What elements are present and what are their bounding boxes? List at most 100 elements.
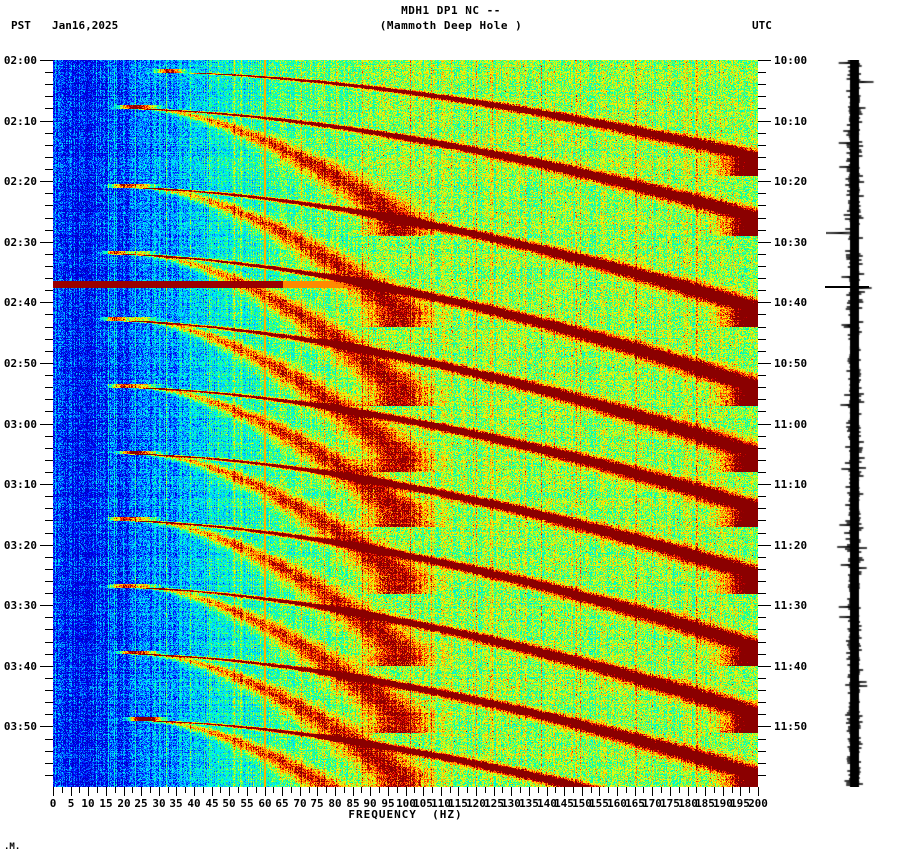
freq-tick-major [194, 787, 195, 796]
freq-tick-major [529, 787, 530, 796]
time-tick-minor-left [45, 496, 53, 497]
freq-tick-minor [696, 787, 697, 793]
time-tick-minor-right [758, 496, 766, 497]
freq-tick-major [388, 787, 389, 796]
time-tick-major-left [40, 424, 53, 425]
time-tick-minor-left [45, 387, 53, 388]
freq-tick-minor [238, 787, 239, 793]
time-label-right: 11:00 [774, 418, 808, 431]
time-tick-minor-right [758, 569, 766, 570]
freq-tick-major [317, 787, 318, 796]
freq-tick-label: 100 [396, 797, 416, 810]
freq-tick-minor [344, 787, 345, 793]
freq-tick-label: 195 [730, 797, 750, 810]
time-tick-minor-left [45, 436, 53, 437]
freq-tick-minor [732, 787, 733, 793]
freq-tick-label: 25 [134, 797, 148, 810]
freq-tick-minor [203, 787, 204, 793]
time-tick-minor-right [758, 411, 766, 412]
time-tick-minor-left [45, 533, 53, 534]
freq-tick-major [88, 787, 89, 796]
freq-tick-major [670, 787, 671, 796]
time-tick-minor-right [758, 520, 766, 521]
time-label-right: 10:20 [774, 175, 808, 188]
time-tick-minor-right [758, 714, 766, 715]
time-tick-minor-right [758, 278, 766, 279]
freq-tick-minor [414, 787, 415, 793]
freq-tick-minor [309, 787, 310, 793]
frequency-axis-title: FREQUENCY (HZ) [348, 808, 463, 821]
freq-tick-label: 60 [258, 797, 272, 810]
time-tick-major-left [40, 545, 53, 546]
time-tick-minor-right [758, 96, 766, 97]
time-tick-minor-right [758, 157, 766, 158]
time-label-left: 02:10 [3, 115, 37, 128]
time-label-left: 02:00 [3, 54, 37, 67]
time-tick-major-right [758, 121, 771, 122]
left-timezone-label: PST [11, 19, 31, 32]
time-tick-minor-left [45, 218, 53, 219]
time-tick-minor-left [45, 339, 53, 340]
time-tick-minor-right [758, 290, 766, 291]
freq-tick-major [476, 787, 477, 796]
time-tick-minor-left [45, 193, 53, 194]
time-tick-minor-left [45, 169, 53, 170]
time-label-left: 02:50 [3, 357, 37, 370]
freq-tick-minor [749, 787, 750, 793]
time-tick-major-right [758, 545, 771, 546]
freq-tick-minor [291, 787, 292, 793]
time-tick-minor-left [45, 84, 53, 85]
freq-tick-major [705, 787, 706, 796]
time-tick-minor-left [45, 678, 53, 679]
time-tick-minor-right [758, 436, 766, 437]
time-tick-minor-right [758, 617, 766, 618]
time-tick-minor-left [45, 254, 53, 255]
time-tick-major-left [40, 181, 53, 182]
time-tick-major-right [758, 60, 771, 61]
freq-tick-major [494, 787, 495, 796]
time-tick-minor-right [758, 230, 766, 231]
freq-tick-major [71, 787, 72, 796]
time-tick-minor-left [45, 629, 53, 630]
time-tick-minor-right [758, 629, 766, 630]
time-tick-minor-left [45, 557, 53, 558]
freq-tick-label: 95 [381, 797, 395, 810]
time-tick-minor-left [45, 145, 53, 146]
freq-tick-label: 135 [519, 797, 539, 810]
freq-tick-minor [591, 787, 592, 793]
freq-tick-minor [538, 787, 539, 793]
freq-tick-major [159, 787, 160, 796]
time-tick-minor-left [45, 327, 53, 328]
freq-tick-minor [520, 787, 521, 793]
freq-tick-minor [79, 787, 80, 793]
freq-tick-label: 50 [222, 797, 236, 810]
time-tick-major-left [40, 363, 53, 364]
time-label-right: 10:00 [774, 54, 808, 67]
time-tick-minor-left [45, 290, 53, 291]
time-tick-major-right [758, 666, 771, 667]
time-tick-minor-right [758, 763, 766, 764]
freq-tick-label: 30 [152, 797, 166, 810]
freq-tick-minor [502, 787, 503, 793]
time-label-right: 11:40 [774, 660, 808, 673]
time-tick-major-right [758, 302, 771, 303]
freq-tick-major [547, 787, 548, 796]
time-tick-minor-right [758, 654, 766, 655]
freq-tick-major [688, 787, 689, 796]
freq-tick-major [511, 787, 512, 796]
freq-tick-label: 155 [589, 797, 609, 810]
freq-tick-label: 10 [81, 797, 95, 810]
freq-tick-label: 125 [484, 797, 504, 810]
seismogram-trace [826, 60, 890, 787]
time-tick-minor-right [758, 254, 766, 255]
freq-tick-minor [97, 787, 98, 793]
time-tick-minor-right [758, 460, 766, 461]
freq-tick-minor [397, 787, 398, 793]
time-tick-minor-left [45, 96, 53, 97]
freq-tick-minor [573, 787, 574, 793]
freq-tick-label: 130 [501, 797, 521, 810]
freq-tick-label: 75 [310, 797, 324, 810]
time-label-right: 11:10 [774, 478, 808, 491]
freq-tick-major [635, 787, 636, 796]
time-tick-minor-left [45, 654, 53, 655]
